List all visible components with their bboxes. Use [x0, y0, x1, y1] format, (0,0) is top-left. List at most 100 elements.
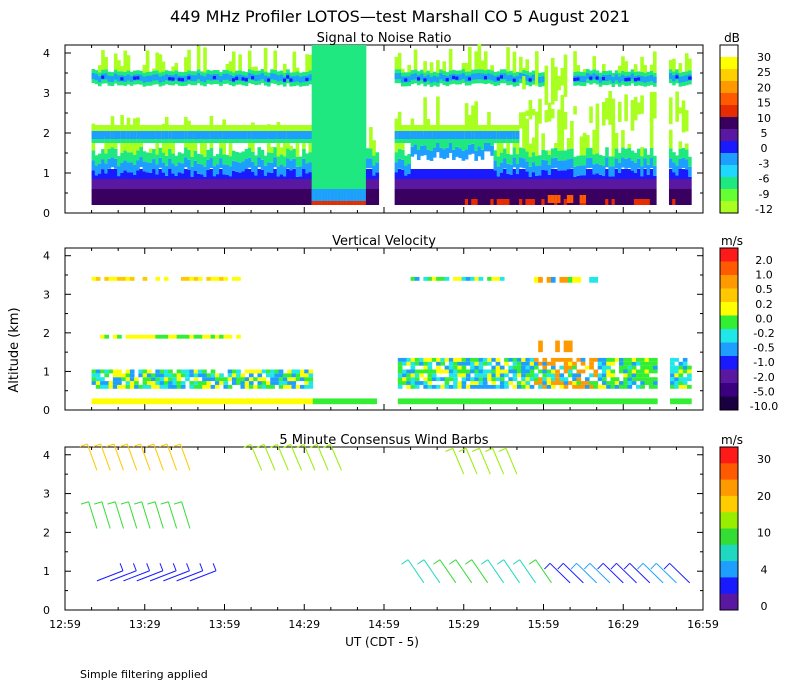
- wind-barbs: [79, 443, 691, 584]
- snr-cell: [589, 169, 593, 179]
- snr-cell: [273, 189, 278, 199]
- snr-cell: [515, 154, 520, 165]
- snr-cell: [152, 159, 156, 170]
- vv-cell: [206, 373, 212, 378]
- vv-cell: [185, 369, 190, 374]
- snr-cell: [279, 174, 284, 179]
- snr-cell: [404, 179, 408, 189]
- snr-cell: [295, 67, 300, 72]
- snr-cell: [273, 50, 278, 70]
- snr-cell: [416, 125, 421, 131]
- wind-barb-flag: [119, 443, 128, 448]
- snr-cell: [550, 148, 555, 159]
- snr-cell: [241, 77, 246, 81]
- snr-cell: [276, 189, 281, 199]
- snr-cell: [429, 131, 434, 139]
- snr-cell: [496, 179, 501, 189]
- wind-barb-flag: [322, 444, 331, 449]
- snr-cell: [496, 139, 501, 143]
- snr-cell: [369, 127, 373, 149]
- snr-cell: [133, 76, 137, 80]
- vv-cell: [100, 384, 105, 389]
- snr-cell: [601, 101, 606, 126]
- snr-cell: [276, 176, 281, 179]
- vv-cell: [282, 373, 288, 378]
- snr-cell: [474, 125, 478, 131]
- snr-cell: [270, 179, 274, 189]
- snr-cell: [123, 199, 128, 205]
- vv-cell: [631, 398, 637, 405]
- colorbar-label: 10: [757, 527, 771, 540]
- vv-cell: [572, 381, 577, 385]
- vv-cell: [287, 398, 292, 405]
- snr-cell: [215, 174, 220, 179]
- snr-cell: [129, 131, 134, 139]
- snr-cell: [238, 199, 242, 205]
- snr-cell: [123, 131, 128, 139]
- snr-cell: [407, 154, 411, 165]
- vv-cell: [295, 369, 301, 374]
- vv-cell: [282, 384, 288, 389]
- snr-cell: [215, 131, 220, 139]
- snr-cell: [375, 179, 380, 189]
- vv-cell: [146, 377, 152, 382]
- snr-cell: [678, 189, 683, 199]
- snr-cell: [503, 189, 507, 199]
- snr-cell: [637, 148, 641, 159]
- vv-cell: [653, 357, 658, 362]
- snr-cell: [621, 56, 625, 71]
- snr-cell: [292, 125, 297, 131]
- vv-cell: [295, 373, 301, 378]
- vv-cell: [521, 381, 526, 385]
- vv-cell: [610, 373, 616, 378]
- wind-barb-flag: [650, 562, 657, 570]
- vv-cell: [402, 377, 407, 382]
- snr-cell: [550, 169, 555, 179]
- vv-cell: [453, 369, 458, 374]
- snr-cell: [452, 179, 456, 189]
- vv-cell: [487, 398, 492, 405]
- snr-cell: [668, 129, 673, 149]
- vv-cell: [512, 357, 518, 362]
- vv-cell: [427, 384, 433, 389]
- vv-cell: [546, 276, 552, 283]
- vv-cell: [410, 381, 416, 385]
- snr-cell: [624, 189, 628, 199]
- snr-cell: [104, 57, 108, 70]
- vv-cell: [610, 384, 616, 389]
- snr-cell: [356, 201, 360, 205]
- vv-cell: [508, 398, 514, 405]
- vv-cell: [257, 377, 263, 382]
- snr-cell: [110, 189, 115, 199]
- snr-cell: [225, 155, 230, 166]
- snr-cell: [292, 51, 297, 73]
- snr-cell: [302, 169, 306, 179]
- vv-cell: [461, 361, 467, 366]
- y-tick-label: 2: [43, 327, 50, 340]
- snr-cell: [614, 133, 619, 149]
- snr-cell: [282, 78, 287, 82]
- snr-cell: [519, 189, 523, 199]
- snr-cell: [566, 195, 571, 203]
- vv-cell: [470, 361, 475, 366]
- snr-cell: [295, 166, 300, 177]
- snr-cell: [295, 125, 300, 131]
- vv-cell: [108, 384, 114, 389]
- vv-cell: [189, 381, 195, 385]
- snr-cell: [474, 189, 478, 199]
- snr-cell: [295, 199, 300, 205]
- vv-cell: [274, 373, 280, 378]
- snr-cell: [611, 189, 616, 199]
- snr-cell: [228, 131, 233, 139]
- vv-cell: [172, 377, 178, 382]
- snr-cell: [334, 201, 338, 205]
- vv-cell: [282, 398, 288, 405]
- snr-cell: [420, 145, 424, 156]
- vv-cell: [487, 384, 492, 389]
- snr-cell: [448, 125, 453, 131]
- snr-cell: [200, 164, 204, 175]
- snr-cell: [496, 189, 501, 199]
- snr-cell: [324, 201, 329, 205]
- vv-cell: [112, 373, 118, 378]
- snr-cell: [324, 189, 329, 201]
